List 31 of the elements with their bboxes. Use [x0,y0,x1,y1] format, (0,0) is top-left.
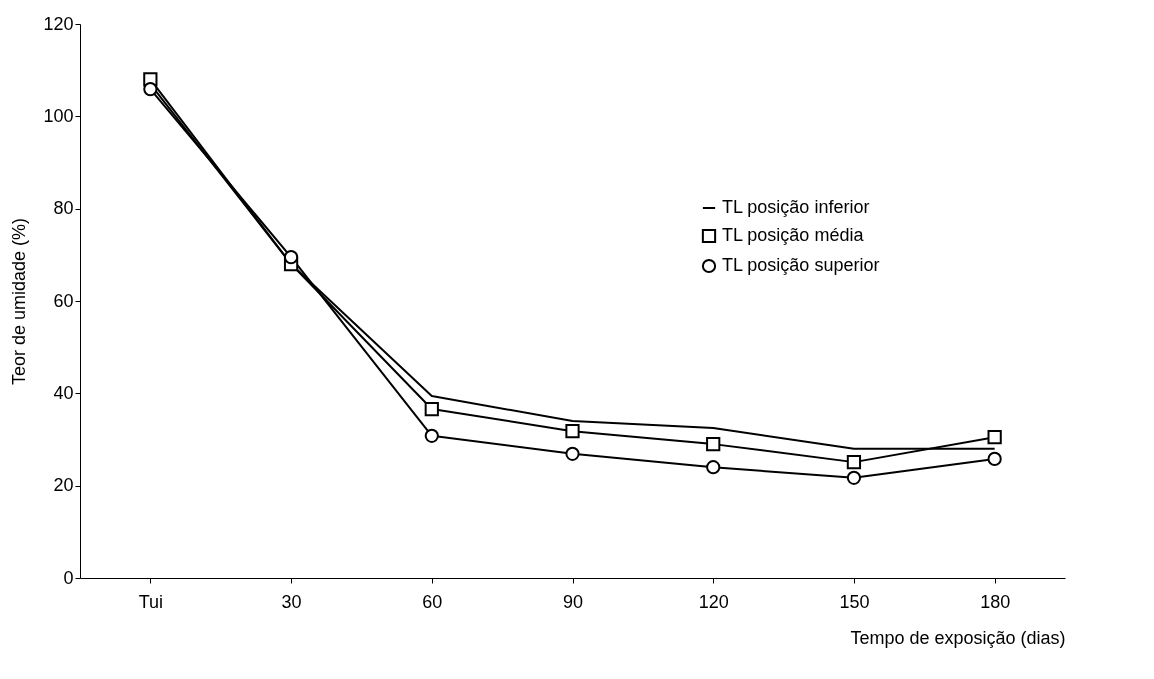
x-tick-label: 90 [562,591,584,612]
point [424,401,439,417]
point [706,436,721,452]
point [706,460,721,475]
y-tick-label: 40 [53,382,74,403]
point [846,455,862,470]
y-axis-title: Teor de umidade (%) [9,217,30,386]
x-tick-label: 30 [281,591,302,612]
x-tick-label: 150 [839,591,870,612]
point [565,446,580,461]
point [424,428,439,443]
point [565,424,580,439]
x-tick-label: Tui [138,591,164,612]
y-tick-label: 0 [63,567,74,588]
legend-label: TL posição inferior [722,197,870,217]
point [987,451,1002,466]
x-tick-label: 180 [980,591,1011,612]
x-axis-title: Tempo de exposição (dias) [850,627,1066,648]
y-tick-label: 60 [53,290,74,311]
x-tick-label: 60 [422,591,443,612]
point [846,470,862,485]
point [987,430,1002,445]
y-tick-label: 80 [53,198,74,219]
point [283,250,299,265]
legend-label: TL posição superior [722,255,880,275]
y-tick-label: 100 [43,105,74,126]
point [143,81,158,97]
legend-label: TL posição média [722,225,865,245]
x-tick-label: 120 [698,591,729,612]
y-tick-label: 120 [43,13,74,34]
y-tick-label: 20 [53,475,74,496]
